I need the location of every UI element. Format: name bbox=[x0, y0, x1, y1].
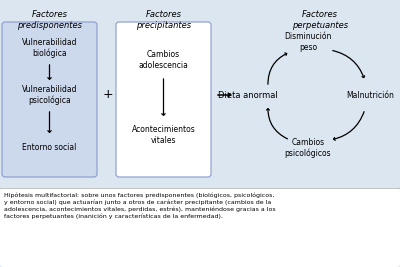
Text: Malnutrición: Malnutrición bbox=[346, 91, 394, 100]
Text: Factores
predisponentes: Factores predisponentes bbox=[17, 10, 82, 30]
Text: Hipótesis multifactorial: sobre unos factores predisponentes (biológicos, psicol: Hipótesis multifactorial: sobre unos fac… bbox=[4, 192, 276, 219]
FancyBboxPatch shape bbox=[116, 22, 211, 177]
Text: Vulnerabilidad
biológica: Vulnerabilidad biológica bbox=[22, 38, 77, 58]
FancyBboxPatch shape bbox=[0, 188, 400, 267]
FancyBboxPatch shape bbox=[2, 22, 97, 177]
Text: Disminución
peso: Disminución peso bbox=[284, 32, 332, 52]
Text: Cambios
adolescencia: Cambios adolescencia bbox=[138, 50, 188, 70]
Text: Acontecimientos
vitales: Acontecimientos vitales bbox=[132, 125, 195, 145]
FancyBboxPatch shape bbox=[0, 0, 400, 185]
Text: Cambios
psicológicos: Cambios psicológicos bbox=[285, 138, 331, 158]
Text: Dieta anormal: Dieta anormal bbox=[218, 91, 278, 100]
Text: Factores
precipitantes: Factores precipitantes bbox=[136, 10, 191, 30]
Text: Factores
perpetuantes: Factores perpetuantes bbox=[292, 10, 348, 30]
Text: Entorno social: Entorno social bbox=[22, 143, 77, 152]
Text: Vulnerabilidad
psicológica: Vulnerabilidad psicológica bbox=[22, 85, 77, 105]
Text: +: + bbox=[103, 88, 113, 101]
